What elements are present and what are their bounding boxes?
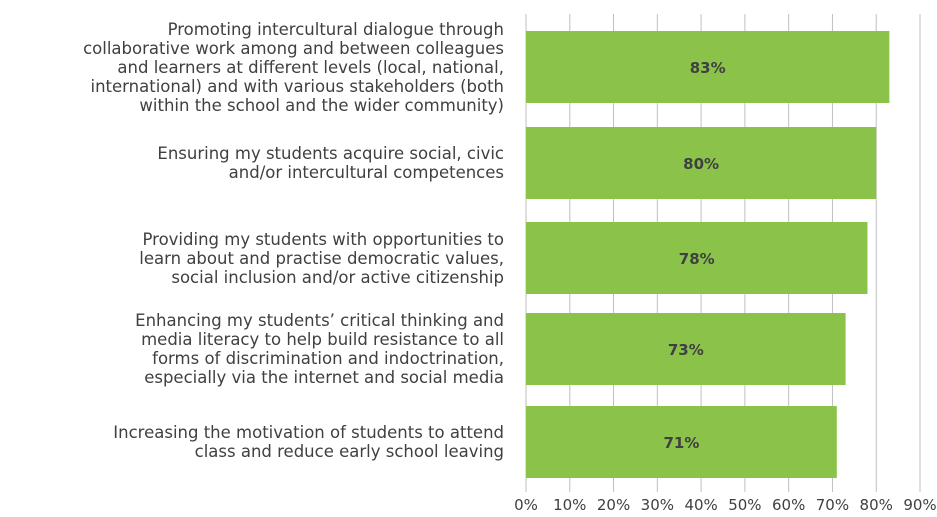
bar-value-labels: 83% 80% 78% 73% 71% xyxy=(663,59,725,452)
bar xyxy=(526,31,890,103)
x-tick-label: 80% xyxy=(860,496,893,514)
bar-value-label: 78% xyxy=(679,250,715,268)
bar xyxy=(526,406,837,478)
x-axis-tick-labels: 0% 10% 20% 30% 40% 50% 60% 70% 80% 90% xyxy=(514,496,937,514)
bars xyxy=(526,31,890,478)
bar-value-label: 80% xyxy=(683,155,719,173)
x-tick-label: 0% xyxy=(514,496,538,514)
bar xyxy=(526,127,877,199)
x-tick-label: 30% xyxy=(641,496,674,514)
bar xyxy=(526,313,846,385)
x-tick-label: 10% xyxy=(553,496,586,514)
bar-value-label: 83% xyxy=(690,59,726,77)
x-tick-label: 70% xyxy=(816,496,849,514)
bar-value-label: 73% xyxy=(668,341,704,359)
bar xyxy=(526,222,868,294)
x-tick-label: 40% xyxy=(684,496,717,514)
x-tick-label: 60% xyxy=(772,496,805,514)
x-tick-label: 90% xyxy=(903,496,936,514)
bar-value-label: 71% xyxy=(663,434,699,452)
x-tick-label: 50% xyxy=(728,496,761,514)
x-tick-label: 20% xyxy=(597,496,630,514)
